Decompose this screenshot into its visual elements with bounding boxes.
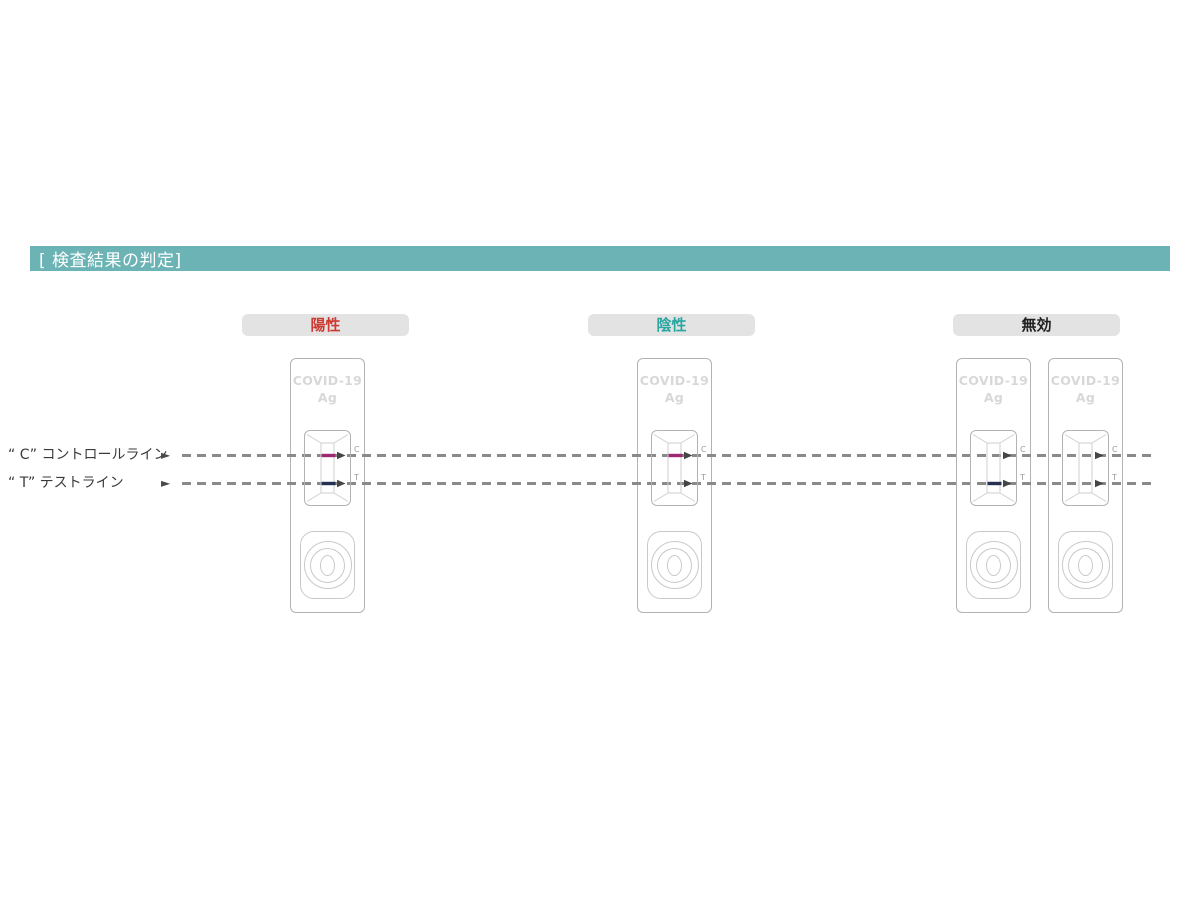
brand-line-2: Ag (983, 390, 1004, 405)
result-badge-negative: 陰性 (588, 314, 755, 336)
cassette-brand-text: COVID-19 Ag (638, 372, 711, 406)
test-strip (320, 442, 335, 494)
sample-well-inner-ring (657, 547, 692, 583)
test-line-letter: T (1020, 473, 1025, 482)
line-pointer-icon (1003, 451, 1012, 460)
brand-line-1: COVID-19 (639, 373, 710, 388)
result-badge-label: 無効 (1021, 316, 1052, 334)
sample-well-inner-ring (310, 547, 345, 583)
test-cassette-invalid-2: COVID-19 Ag C T (1048, 358, 1123, 613)
window-bevel-lines (972, 434, 1015, 502)
brand-line-1: COVID-19 (292, 373, 363, 388)
brand-line-2: Ag (1075, 390, 1096, 405)
sample-well-outer-ring (303, 541, 352, 589)
test-line-letter: T (354, 473, 359, 482)
sample-well-outer-ring (650, 541, 699, 589)
cassette-brand-text: COVID-19 Ag (1049, 372, 1122, 406)
test-line-letter: T (701, 473, 706, 482)
cassette-brand-text: COVID-19 Ag (291, 372, 364, 406)
line-pointer-icon (684, 451, 693, 460)
result-badge-invalid: 無効 (953, 314, 1120, 336)
result-window-frame (970, 430, 1017, 506)
sample-well-inner-ring (1068, 547, 1103, 583)
result-window-frame (651, 430, 698, 506)
result-window-frame (1062, 430, 1109, 506)
test-strip (667, 442, 682, 494)
result-badge-label: 陰性 (656, 316, 687, 334)
sample-well-opening (667, 554, 682, 576)
sample-well-outer-ring (969, 541, 1018, 589)
sample-well-opening (1078, 554, 1093, 576)
test-line-mark (321, 481, 336, 486)
window-bevel-lines (1064, 434, 1107, 502)
line-pointer-icon (1095, 479, 1104, 488)
control-line-mark (321, 453, 336, 458)
result-window (304, 430, 351, 506)
result-window-frame (304, 430, 351, 506)
sample-well-opening (320, 554, 335, 576)
pointer-arrow-icon: ► (161, 448, 171, 462)
pointer-arrow-icon: ► (161, 476, 171, 490)
window-bevel-lines (306, 434, 349, 502)
section-header: [ 検査結果の判定] (30, 246, 1170, 271)
cassette-brand-text: COVID-19 Ag (957, 372, 1030, 406)
line-pointer-icon (337, 451, 346, 460)
control-line-letter: C (701, 445, 707, 454)
brand-line-2: Ag (664, 390, 685, 405)
section-title: [ 検査結果の判定] (39, 251, 182, 271)
sample-well (647, 531, 702, 599)
result-window (651, 430, 698, 506)
test-line-mark (987, 481, 1002, 486)
result-window (970, 430, 1017, 506)
sample-well-outer-ring (1061, 541, 1110, 589)
control-line-letter: C (1112, 445, 1118, 454)
sample-well (300, 531, 355, 599)
line-pointer-icon (684, 479, 693, 488)
window-bevel-lines (653, 434, 696, 502)
brand-line-1: COVID-19 (1050, 373, 1121, 388)
sample-well-inner-ring (976, 547, 1011, 583)
result-badge-positive: 陽性 (242, 314, 409, 336)
result-window (1062, 430, 1109, 506)
sample-well (966, 531, 1021, 599)
control-line-label: “ C” コントロールライン (8, 447, 168, 463)
test-strip (986, 442, 1001, 494)
test-cassette-positive: COVID-19 Ag C T (290, 358, 365, 613)
brand-line-1: COVID-19 (958, 373, 1029, 388)
result-badge-label: 陽性 (310, 316, 341, 334)
line-pointer-icon (1003, 479, 1012, 488)
control-line-letter: C (354, 445, 360, 454)
test-strip (1078, 442, 1093, 494)
test-line-letter: T (1112, 473, 1117, 482)
control-line-mark (668, 453, 683, 458)
line-pointer-icon (1095, 451, 1104, 460)
test-cassette-negative: COVID-19 Ag C T (637, 358, 712, 613)
brand-line-2: Ag (317, 390, 338, 405)
sample-well (1058, 531, 1113, 599)
test-cassette-invalid-1: COVID-19 Ag C T (956, 358, 1031, 613)
sample-well-opening (986, 554, 1001, 576)
control-line-letter: C (1020, 445, 1026, 454)
line-pointer-icon (337, 479, 346, 488)
test-line-label: “ T” テストライン (8, 475, 124, 491)
